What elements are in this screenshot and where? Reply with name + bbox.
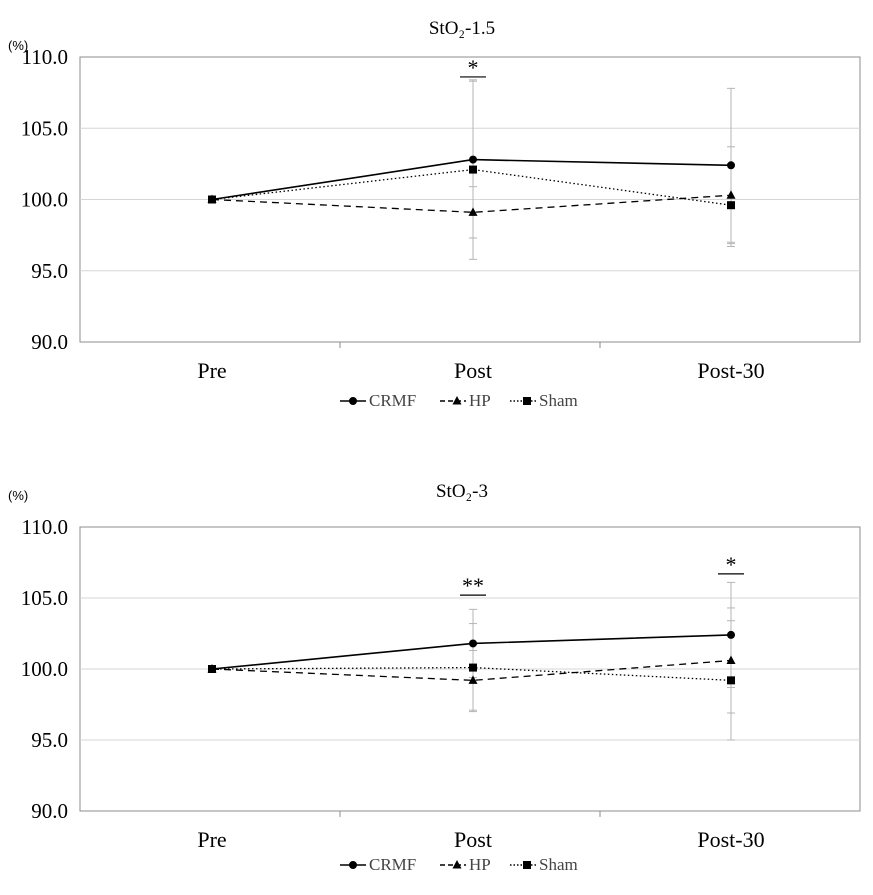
data-point-sham — [208, 665, 216, 673]
y-tick-label: 100.0 — [21, 188, 68, 212]
x-tick-label: Post-30 — [697, 827, 764, 852]
legend: CRMF HP Sham — [340, 855, 578, 874]
chart-title: StO₂-3 — [436, 481, 488, 502]
data-point-sham — [469, 165, 477, 174]
series-line-hp — [211, 659, 732, 682]
chart-title: StO₂-1.5 — [429, 18, 495, 39]
x-tick-label: Post — [454, 358, 492, 383]
y-tick-label: 110.0 — [22, 45, 68, 69]
x-tick-label: Post — [454, 827, 492, 852]
data-point-hp — [468, 207, 478, 216]
x-tick-label: Post-30 — [697, 358, 764, 383]
y-tick-label: 95.0 — [31, 728, 68, 752]
data-point-hp — [726, 655, 736, 664]
legend-marker-hp — [452, 860, 462, 869]
y-axis-label: (%) — [8, 488, 28, 503]
legend-label-hp: HP — [469, 391, 491, 410]
legend-label-sham: Sham — [539, 391, 578, 410]
legend: CRMF HP Sham — [340, 391, 578, 410]
y-tick-label: 90.0 — [31, 799, 68, 823]
legend-label-crmf: CRMF — [369, 391, 416, 410]
y-tick-label: 100.0 — [21, 657, 68, 681]
series-line-hp — [211, 194, 732, 213]
x-tick-label: Pre — [197, 358, 226, 383]
data-point-crmf — [727, 161, 735, 170]
significance-marker: * — [726, 552, 737, 577]
legend-marker-sham — [523, 397, 531, 405]
x-tick-label: Pre — [197, 827, 226, 852]
data-point-sham — [469, 663, 477, 672]
legend-marker-sham — [523, 861, 531, 869]
series-line-sham — [211, 168, 732, 206]
data-point-sham — [208, 195, 216, 204]
legend-marker-hp — [452, 396, 462, 405]
legend-marker-crmf — [349, 397, 357, 405]
y-tick-label: 105.0 — [21, 586, 68, 610]
y-tick-label: 110.0 — [22, 515, 68, 539]
chart-2: 110.0 105.0 100.0 95.0 90.0 Pre Post Post-30 StO… — [8, 481, 861, 874]
legend-marker-crmf — [349, 861, 357, 869]
data-point-crmf — [727, 630, 735, 639]
significance-marker: * — [468, 55, 479, 80]
data-point-sham — [727, 201, 735, 210]
y-tick-label: 90.0 — [31, 330, 68, 354]
significance-marker: ** — [462, 573, 484, 598]
chart-1: 110.0 105.0 100.0 95.0 90.0 Pre Post Post-30 StO… — [8, 18, 861, 410]
data-point-crmf — [469, 155, 477, 164]
y-tick-label: 105.0 — [21, 116, 68, 140]
legend-label-crmf: CRMF — [369, 855, 416, 874]
y-tick-label: 95.0 — [31, 259, 68, 283]
legend-label-sham: Sham — [539, 855, 578, 874]
data-point-hp — [468, 675, 478, 684]
y-axis-label: (%) — [8, 38, 28, 53]
data-point-hp — [726, 190, 736, 199]
data-point-crmf — [469, 639, 477, 648]
data-point-sham — [727, 676, 735, 685]
legend-label-hp: HP — [469, 855, 491, 874]
